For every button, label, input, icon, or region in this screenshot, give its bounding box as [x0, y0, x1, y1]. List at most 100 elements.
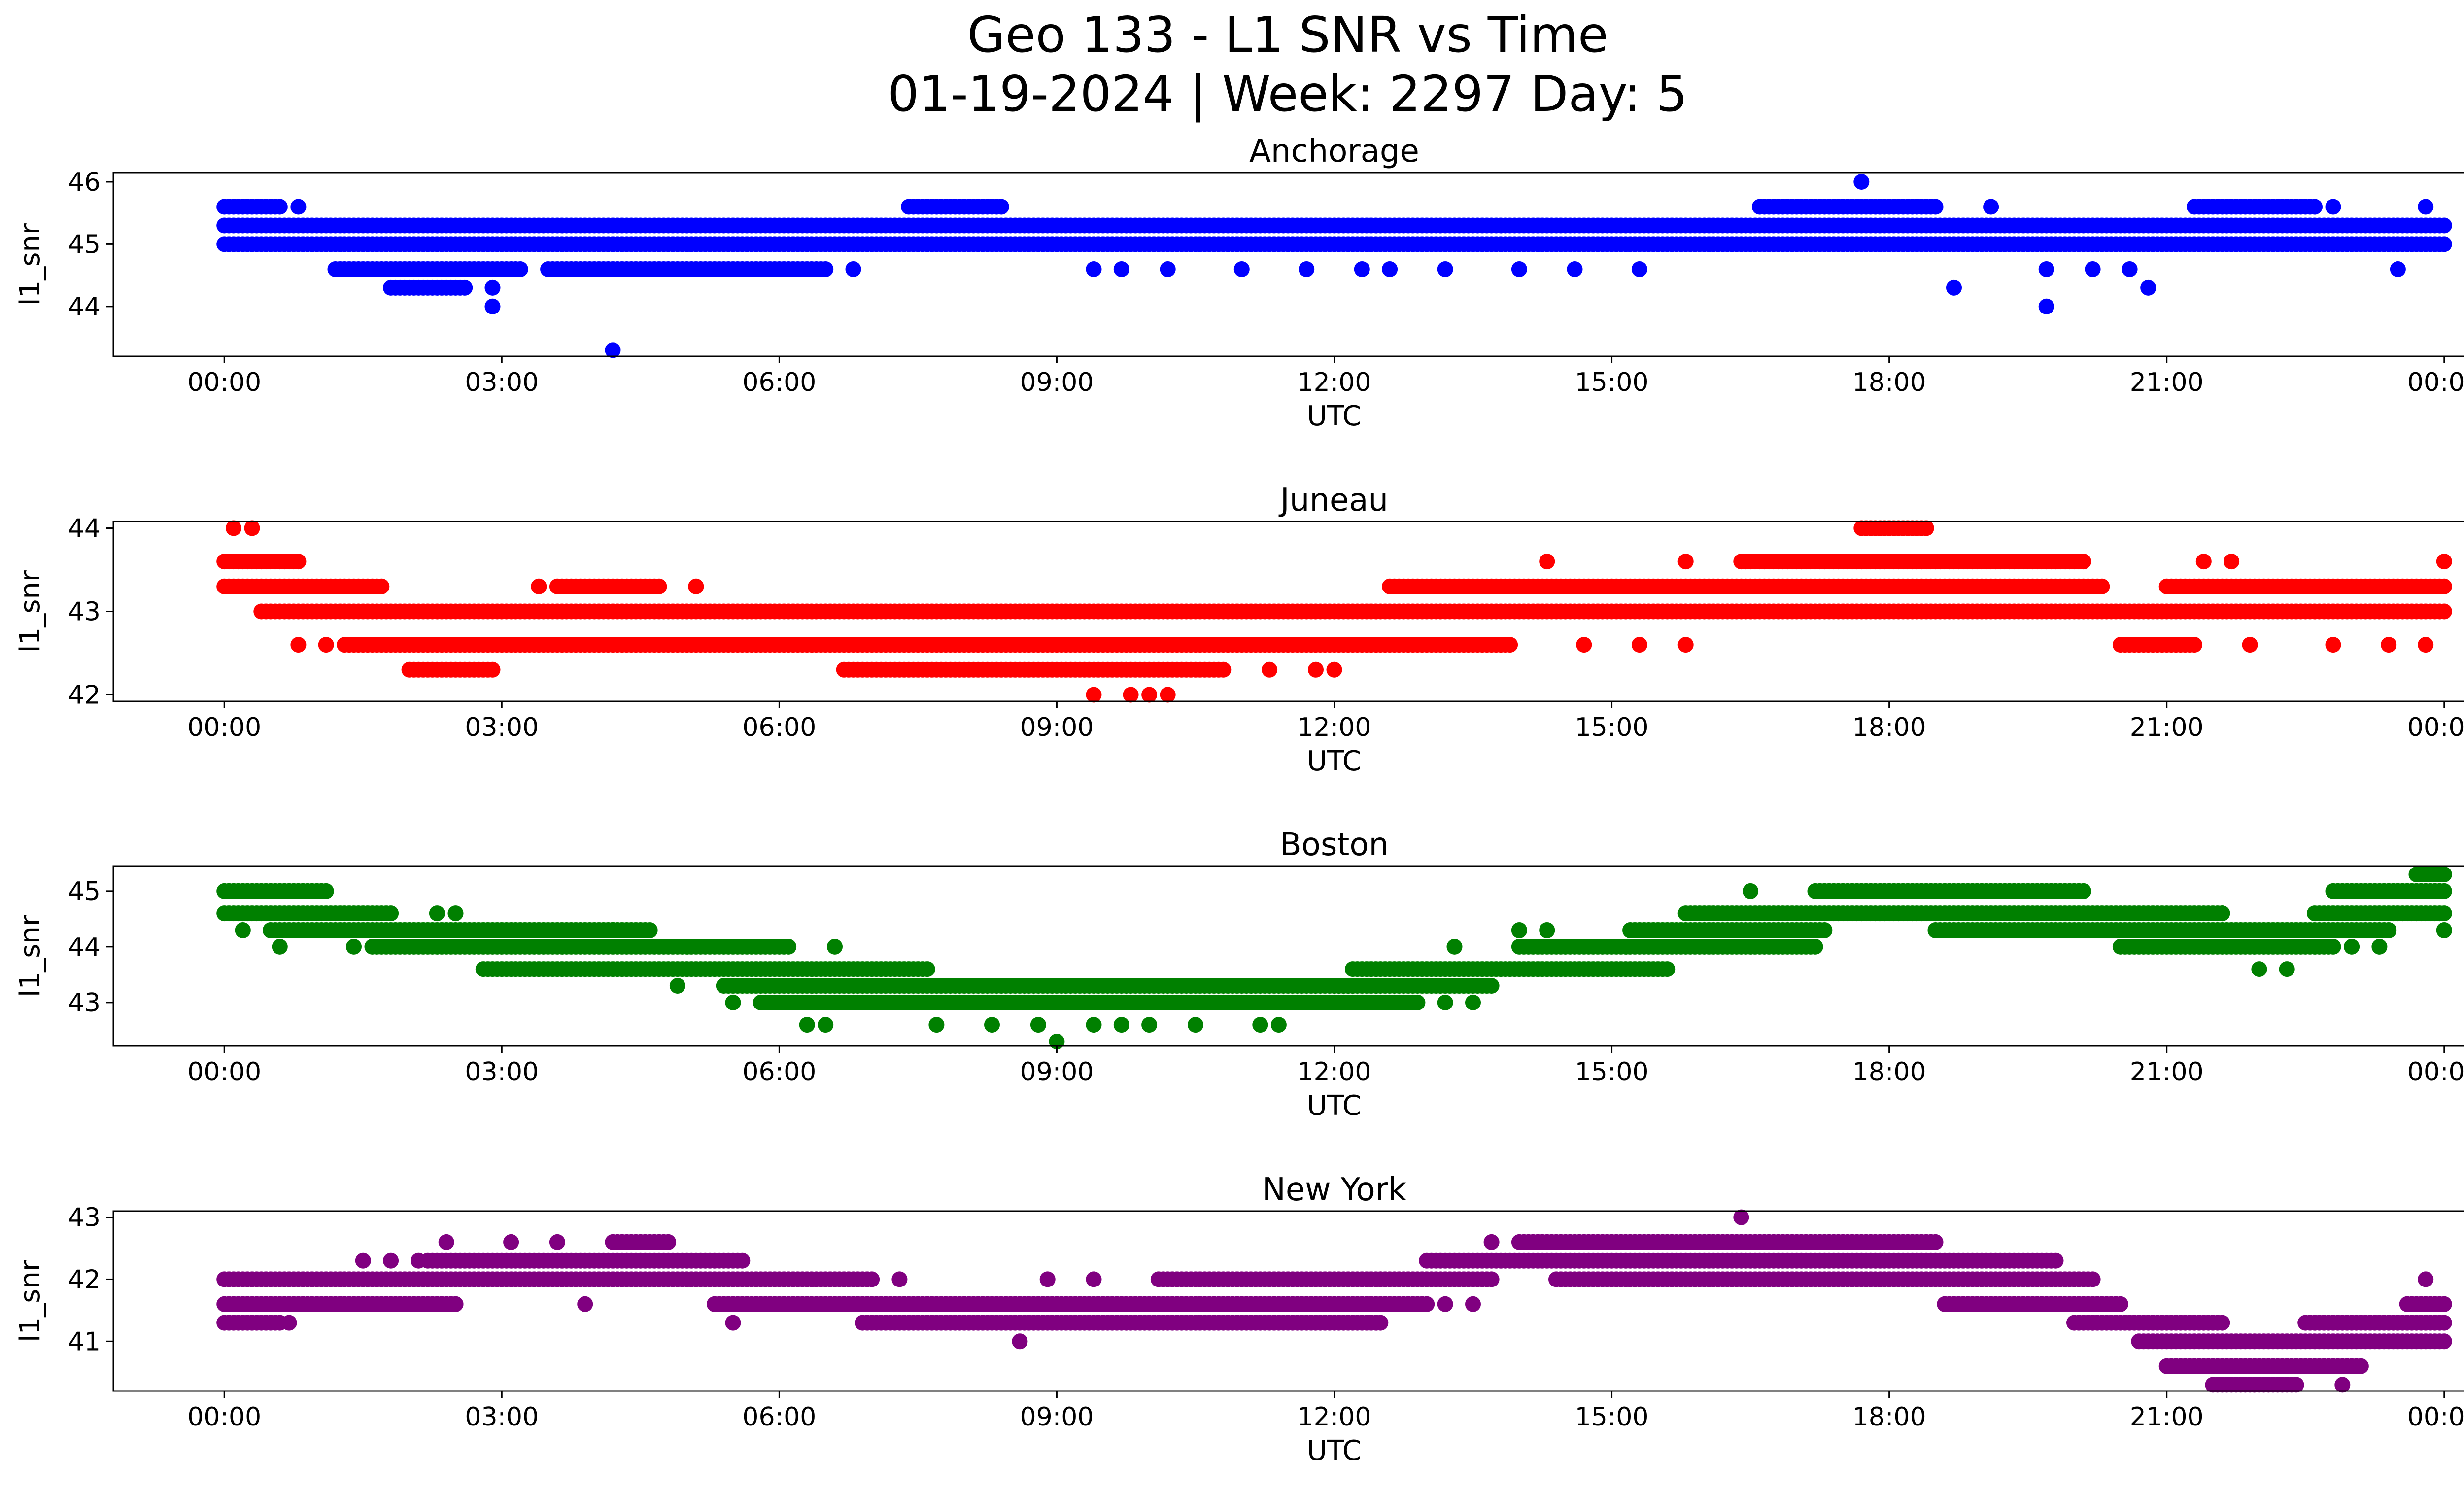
x-tick-label: 18:00: [1852, 1057, 1926, 1087]
data-point: [2288, 1377, 2304, 1393]
y-axis-label: l1_snr: [14, 570, 46, 653]
data-point: [272, 939, 288, 955]
data-point: [226, 520, 241, 536]
data-point: [383, 905, 399, 922]
x-tick-label: 00:00: [2407, 368, 2464, 397]
x-tick-label: 06:00: [742, 368, 816, 397]
data-point: [1631, 261, 1647, 277]
data-point: [2381, 637, 2397, 653]
data-point: [928, 1017, 945, 1033]
data-point: [660, 1234, 677, 1250]
figure-title-line2: 01-19-2024 | Week: 2297 Day: 5: [888, 65, 1687, 123]
x-tick-label: 06:00: [742, 713, 816, 742]
data-point: [2436, 578, 2452, 594]
data-point: [781, 939, 797, 955]
x-tick-label: 00:00: [2407, 1057, 2464, 1087]
data-point: [993, 199, 1009, 215]
data-point: [1576, 637, 1592, 653]
data-point: [1511, 261, 1527, 277]
y-tick-label: 44: [68, 933, 101, 962]
data-point: [605, 922, 621, 938]
data-point: [1123, 687, 1139, 703]
data-point: [669, 978, 685, 994]
x-axis-label: UTC: [1307, 400, 1362, 432]
data-point: [2436, 1315, 2452, 1331]
data-point: [1465, 994, 1481, 1010]
data-point: [2242, 637, 2258, 653]
data-point: [1743, 883, 1759, 899]
data-point: [1816, 922, 1833, 938]
data-point: [1539, 922, 1555, 938]
data-point: [2214, 1315, 2230, 1331]
data-point: [2085, 261, 2101, 277]
data-point: [2436, 217, 2452, 234]
data-point: [2085, 1271, 2101, 1287]
data-point: [1141, 1017, 1158, 1033]
data-point: [2325, 939, 2341, 955]
data-point: [827, 939, 843, 955]
data-point: [2436, 905, 2452, 922]
data-point: [2371, 939, 2388, 955]
data-point: [2418, 199, 2434, 215]
data-point: [2436, 867, 2452, 882]
data-point: [1262, 661, 1278, 678]
data-point: [818, 261, 834, 277]
data-point: [2279, 961, 2295, 977]
data-point: [484, 298, 501, 314]
data-point: [2195, 554, 2212, 570]
data-point: [2122, 261, 2138, 277]
data-point: [2390, 261, 2406, 277]
data-point: [642, 922, 658, 938]
data-point: [2436, 236, 2452, 252]
data-point: [1160, 687, 1176, 703]
data-point: [374, 578, 390, 594]
data-point: [1086, 261, 1102, 277]
x-tick-label: 00:00: [2407, 713, 2464, 742]
data-point: [2436, 554, 2452, 570]
subplot-title: Boston: [1280, 827, 1389, 863]
data-point: [1502, 637, 1518, 653]
x-tick-label: 03:00: [465, 1057, 539, 1087]
data-point: [1853, 174, 1870, 190]
data-point: [1113, 261, 1129, 277]
data-point: [2251, 961, 2267, 977]
x-tick-label: 00:00: [187, 1057, 261, 1087]
data-point: [984, 1017, 1000, 1033]
x-tick-label: 12:00: [1298, 368, 1371, 397]
data-point: [1086, 687, 1102, 703]
data-point: [1252, 1017, 1268, 1033]
y-tick-label: 45: [68, 230, 101, 259]
data-point: [919, 961, 935, 977]
data-point: [290, 637, 307, 653]
y-tick-label: 42: [68, 680, 101, 710]
data-point: [1511, 922, 1527, 938]
data-point: [734, 1252, 751, 1269]
data-point: [1233, 261, 1250, 277]
data-point: [1141, 687, 1158, 703]
data-point: [2325, 637, 2341, 653]
data-point: [1946, 279, 1962, 296]
data-point: [864, 1271, 880, 1287]
data-point: [2436, 603, 2452, 620]
data-points: [216, 520, 2452, 703]
data-point: [1659, 961, 1676, 977]
data-point: [1918, 520, 1934, 536]
data-point: [1539, 554, 1555, 570]
x-tick-label: 21:00: [2130, 1057, 2204, 1087]
data-point: [2048, 1252, 2064, 1269]
x-axis-label: UTC: [1307, 745, 1362, 777]
data-point: [1308, 661, 1324, 678]
data-point: [318, 637, 334, 653]
data-point: [1299, 261, 1315, 277]
data-point: [290, 554, 307, 570]
data-point: [1326, 661, 1342, 678]
data-point: [2436, 883, 2452, 899]
data-point: [1927, 199, 1944, 215]
data-point: [1409, 994, 1426, 1010]
y-tick-label: 44: [68, 514, 101, 544]
